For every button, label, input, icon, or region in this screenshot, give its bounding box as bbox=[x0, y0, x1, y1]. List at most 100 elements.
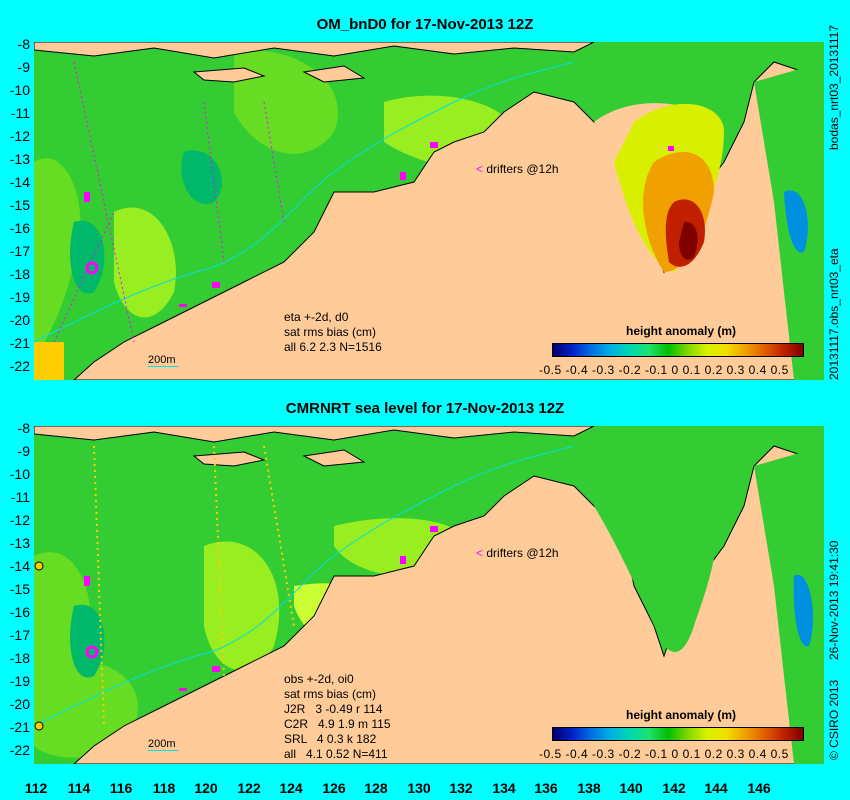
satellite-track bbox=[263, 445, 295, 627]
drifter-marker bbox=[400, 172, 406, 180]
gulf-of-carpentaria bbox=[594, 487, 717, 652]
drifters-label: < drifters @12h bbox=[476, 162, 559, 176]
x-tick-label: 120 bbox=[194, 780, 218, 796]
y-tick-label: -13 bbox=[9, 151, 30, 167]
australia-landmass bbox=[73, 61, 824, 380]
y-tick-label: -19 bbox=[9, 673, 30, 689]
y-tick-label: -8 bbox=[17, 36, 30, 52]
top-side-label-2: 20131117.obs_nrt03_eta bbox=[827, 248, 841, 380]
y-tick-label: -11 bbox=[10, 489, 30, 505]
y-tick-label: -21 bbox=[9, 335, 30, 351]
y-tick-label: -9 bbox=[17, 443, 30, 459]
x-tick-label: 126 bbox=[322, 780, 346, 796]
australia-landmass bbox=[73, 445, 824, 764]
y-tick-label: -17 bbox=[9, 627, 30, 643]
drifter-marker bbox=[400, 556, 406, 564]
northern-islands bbox=[34, 42, 595, 59]
y-tick-label: -12 bbox=[9, 128, 30, 144]
stats-block: eta +-2d, d0 sat rms bias (cm) all 6.2 2.3… bbox=[284, 310, 382, 354]
colorbar-title: height anomaly (m) bbox=[625, 324, 736, 338]
anomaly-patch bbox=[114, 207, 176, 318]
colorbar-ticks: -0.5 -0.4 -0.3 -0.2 -0.1 0 0.1 0.2 0.3 0… bbox=[539, 747, 789, 761]
scale-label: 200m bbox=[148, 354, 178, 367]
y-tick-label: -22 bbox=[9, 358, 30, 374]
y-tick-label: -9 bbox=[17, 59, 30, 75]
northern-islands bbox=[34, 426, 595, 443]
y-tick-label: -22 bbox=[9, 742, 30, 758]
y-tick-label: -18 bbox=[9, 650, 30, 666]
y-tick-label: -20 bbox=[9, 312, 30, 328]
y-tick-label: -10 bbox=[9, 82, 30, 98]
anomaly-patch bbox=[34, 342, 64, 380]
colorbar bbox=[552, 343, 804, 357]
drifter-marker bbox=[85, 261, 99, 275]
x-tick-label: 128 bbox=[364, 780, 388, 796]
anomaly-patch bbox=[784, 190, 808, 253]
y-tick-label: -17 bbox=[9, 243, 30, 259]
x-tick-label: 146 bbox=[747, 780, 771, 796]
y-tick-label: -16 bbox=[9, 604, 30, 620]
x-tick-label: 134 bbox=[492, 780, 516, 796]
x-tick-label: 136 bbox=[534, 780, 558, 796]
isobath-200m bbox=[34, 445, 575, 727]
bottom-map: < drifters @12h obs +-2d, oi0 sat rms bia… bbox=[34, 426, 824, 764]
drifter-marker bbox=[179, 304, 187, 307]
colorbar-ticks: -0.5 -0.4 -0.3 -0.2 -0.1 0 0.1 0.2 0.3 0… bbox=[539, 363, 789, 377]
drifter-marker bbox=[212, 282, 220, 288]
y-tick-label: -12 bbox=[9, 512, 30, 528]
y-tick-label: -10 bbox=[9, 466, 30, 482]
y-tick-label: -16 bbox=[9, 220, 30, 236]
drifters-label: < drifters @12h bbox=[476, 546, 559, 560]
observation-marker bbox=[34, 721, 44, 731]
drifter-marker bbox=[430, 142, 438, 148]
stats-block: obs +-2d, oi0 sat rms bias (cm) J2R 3 -0.4… bbox=[284, 672, 391, 761]
island bbox=[192, 67, 266, 83]
bottom-side-label-1: 26-Nov-2013 19:41:30 bbox=[827, 540, 841, 660]
satellite-track bbox=[53, 211, 115, 343]
y-tick-label: -8 bbox=[17, 420, 30, 436]
x-tick-label: 132 bbox=[449, 780, 473, 796]
y-tick-label: -15 bbox=[9, 581, 30, 597]
island bbox=[302, 449, 366, 467]
satellite-track bbox=[203, 101, 225, 263]
island bbox=[302, 65, 366, 83]
anomaly-patch bbox=[34, 659, 138, 758]
colorbar bbox=[552, 727, 804, 741]
drifter-marker bbox=[212, 666, 220, 672]
x-tick-label: 142 bbox=[662, 780, 686, 796]
isobath-200m bbox=[34, 61, 575, 343]
x-tick-label: 112 bbox=[24, 780, 48, 796]
bottom-side-label-2: © CSIRO 2013 bbox=[827, 679, 841, 760]
y-tick-label: -21 bbox=[9, 719, 30, 735]
x-tick-label: 122 bbox=[237, 780, 261, 796]
anomaly-patch bbox=[70, 220, 105, 294]
drifter-marker bbox=[85, 645, 99, 659]
x-tick-label: 118 bbox=[152, 780, 176, 796]
top-side-label-1: bodas_nrt03_20131117 bbox=[827, 24, 841, 150]
x-tick-label: 124 bbox=[279, 780, 303, 796]
drifter-marker bbox=[179, 688, 187, 691]
scale-label: 200m bbox=[148, 738, 178, 751]
y-tick-label: -14 bbox=[9, 174, 30, 190]
x-tick-label: 130 bbox=[407, 780, 431, 796]
bottom-map-title: CMRNRT sea level for 17-Nov-2013 12Z bbox=[285, 400, 565, 417]
x-tick-label: 144 bbox=[704, 780, 728, 796]
top-map: < drifters @12h eta +-2d, d0 sat rms bias… bbox=[34, 42, 824, 380]
y-tick-label: -15 bbox=[9, 197, 30, 213]
x-tick-label: 140 bbox=[619, 780, 643, 796]
y-tick-label: -11 bbox=[10, 105, 30, 121]
x-tick-label: 114 bbox=[67, 780, 91, 796]
satellite-track bbox=[263, 101, 285, 223]
anomaly-patch bbox=[70, 604, 105, 678]
coral-sea bbox=[754, 446, 824, 764]
island bbox=[192, 451, 266, 467]
anomaly-patch bbox=[181, 150, 223, 204]
x-tick-label: 116 bbox=[109, 780, 133, 796]
y-tick-label: -18 bbox=[9, 266, 30, 282]
y-tick-label: -13 bbox=[9, 535, 30, 551]
drifter-marker bbox=[84, 576, 90, 586]
y-tick-label: -14 bbox=[9, 558, 30, 574]
y-tick-label: -19 bbox=[9, 289, 30, 305]
x-tick-label: 138 bbox=[577, 780, 601, 796]
top-map-title: OM_bnD0 for 17-Nov-2013 12Z bbox=[316, 16, 534, 33]
